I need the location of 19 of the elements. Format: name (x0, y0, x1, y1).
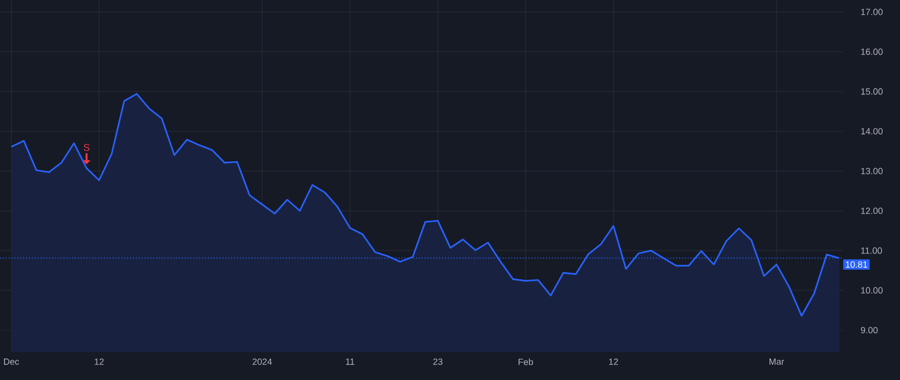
y-tick-label: 13.00 (861, 168, 883, 174)
x-tick-label: 12 (609, 358, 618, 365)
annotation: S (84, 144, 90, 152)
y-tick-label: 17.00 (861, 8, 883, 16)
y-tick-label: 15.00 (861, 88, 883, 95)
x-tick-label: 23 (433, 358, 442, 365)
y-tick-label: 10.00 (861, 287, 883, 294)
y-tick-label: 16.00 (861, 48, 883, 55)
y-tick-label: 12.00 (861, 208, 883, 214)
y-tick-label: 9.00 (860, 326, 878, 334)
x-tick-label: Feb (518, 358, 533, 366)
x-tick-label: Mar (770, 358, 784, 365)
y-tick-label: 11.00 (861, 247, 882, 254)
y-tick-label: 14.00 (861, 128, 883, 134)
x-tick-label: 2024 (252, 358, 272, 365)
x-tick-label: 11 (346, 358, 354, 365)
ref-line-label: 10.81 (846, 261, 868, 268)
x-tick-label: 12 (94, 358, 104, 365)
x-tick-label: Dec (4, 358, 20, 365)
